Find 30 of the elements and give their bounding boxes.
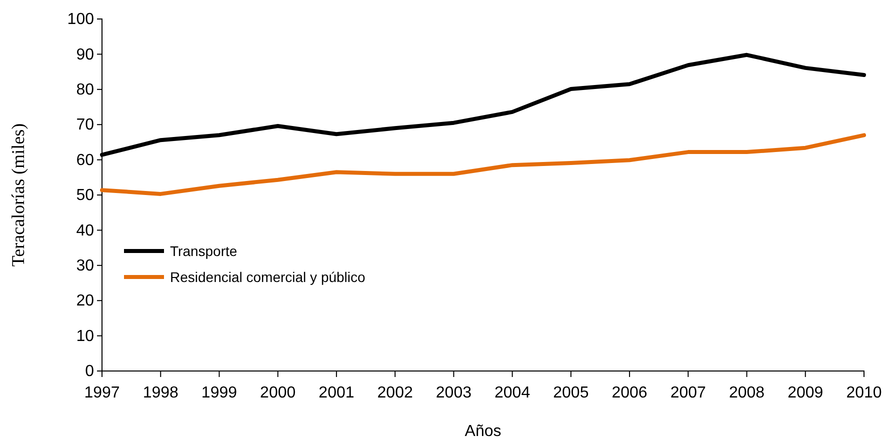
x-tick-label: 2010: [846, 384, 882, 402]
line-series: [100, 133, 866, 196]
x-axis-title: Años: [464, 423, 502, 439]
x-tick-label: 1997: [84, 384, 120, 402]
x-tick-label: 2000: [260, 384, 296, 402]
y-tick-label: 100: [67, 11, 94, 28]
x-tick-label: 2001: [318, 384, 354, 402]
y-tick-label: 0: [85, 363, 94, 380]
x-tick-label: 2008: [728, 384, 765, 402]
x-tick-label: 2002: [377, 384, 413, 402]
x-tick-label: 2009: [788, 384, 824, 402]
y-tick-label: 10: [76, 328, 94, 345]
y-tick-label: 20: [76, 292, 94, 310]
y-tick-label: 60: [76, 152, 94, 169]
y-tick-label: 30: [76, 258, 94, 275]
x-tick-label: 2003: [436, 384, 472, 402]
x-tick-label: 2005: [553, 384, 589, 402]
legend-label: Transporte: [170, 242, 238, 259]
x-tick-label: 1999: [201, 384, 238, 402]
y-axis-title: Teracalorías (miles): [8, 123, 28, 267]
y-tick-label: 50: [76, 187, 94, 204]
y-tick-label: 70: [76, 116, 94, 134]
x-tick-label: 2006: [612, 384, 648, 402]
x-tick-label: 2007: [670, 384, 706, 402]
y-tick-label: 90: [76, 46, 94, 64]
x-tick-label: 2004: [494, 384, 530, 402]
x-tick-label: 1998: [142, 384, 179, 402]
y-tick-label: 80: [76, 82, 94, 99]
y-tick-label: 40: [76, 222, 94, 240]
legend-label: Residencial comercial y público: [170, 268, 366, 285]
